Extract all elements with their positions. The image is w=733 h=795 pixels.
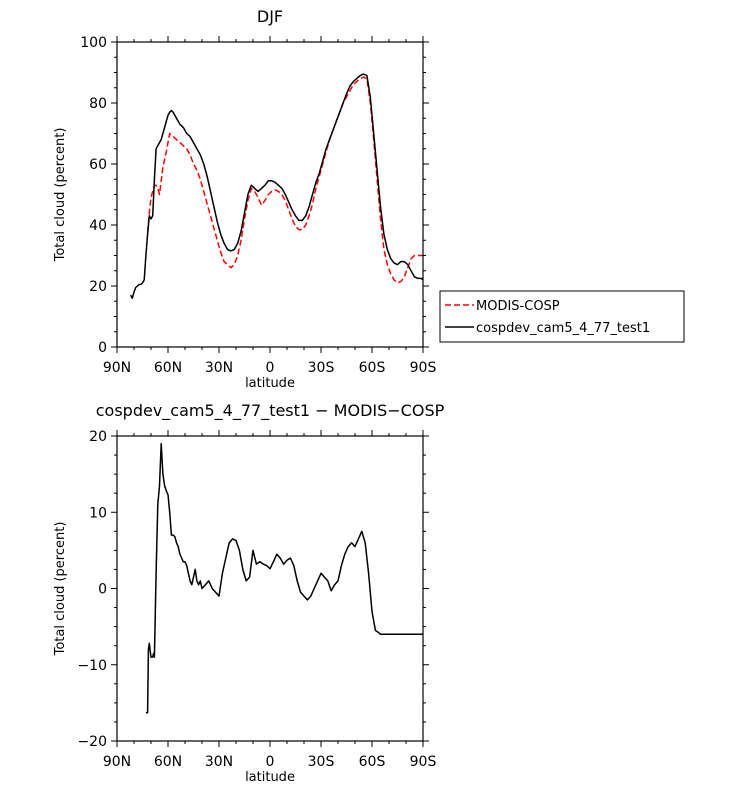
chart-2-ytick-label: −10 (77, 658, 107, 674)
chart-2-xtick-label: 30N (205, 754, 233, 770)
chart-1-series-line-1 (146, 76, 423, 284)
chart-1-ytick-label: 100 (80, 35, 107, 51)
chart-2-xtick-label: 90N (103, 754, 131, 770)
chart-2-ytick-label: 0 (98, 582, 107, 598)
chart-1-xtick-label: 0 (266, 360, 275, 376)
legend-label-2: cospdev_cam5_4_77_test1 (476, 321, 650, 336)
chart-2-x-axis-label: latitude (245, 770, 295, 785)
chart-1-xtick-label: 90N (103, 360, 131, 376)
chart-1-x-axis-label: latitude (245, 376, 295, 391)
chart-2-xtick-label: 90S (410, 754, 437, 770)
chart-1-xtick-label: 60N (154, 360, 182, 376)
chart-2-ytick-label: 10 (89, 505, 107, 521)
chart-1-xtick-label: 90S (410, 360, 437, 376)
chart-2-series-line-1 (145, 442, 423, 714)
chart-1-ytick-label: 80 (89, 96, 107, 112)
chart-1-series-line-2 (129, 73, 423, 299)
chart-2-y-axis-label: Total cloud (percent) (53, 522, 68, 657)
chart-2-title: cospdev_cam5_4_77_test1 − MODIS−COSP (96, 401, 445, 421)
chart-1-y-axis-label: Total cloud (percent) (53, 128, 68, 263)
chart-1-series-group (129, 73, 423, 299)
chart-2-ytick-label: −20 (77, 734, 107, 750)
chart-1-ytick-label: 20 (89, 279, 107, 295)
chart-1-ytick-label: 40 (89, 218, 107, 234)
chart-1-title: DJF (257, 7, 283, 26)
chart-2-xtick-label: 30S (308, 754, 335, 770)
chart-2-xtick-label: 0 (266, 754, 275, 770)
chart-2-xtick-label: 60S (359, 754, 386, 770)
chart-1-ytick-label: 60 (89, 157, 107, 173)
chart-1-xtick-label: 30S (308, 360, 335, 376)
chart-2-xtick-label: 60N (154, 754, 182, 770)
legend-label-1: MODIS-COSP (476, 299, 560, 314)
chart-1-xtick-label: 60S (359, 360, 386, 376)
chart-2-ytick-label: 20 (89, 429, 107, 445)
chart-2-series-group (145, 442, 423, 714)
legend-box (439, 290, 685, 343)
chart-1-ytick-label: 0 (98, 340, 107, 356)
chart-1-xtick-label: 30N (205, 360, 233, 376)
chart-2-plot-frame (116, 435, 424, 742)
chart-1-plot-frame (116, 41, 424, 348)
